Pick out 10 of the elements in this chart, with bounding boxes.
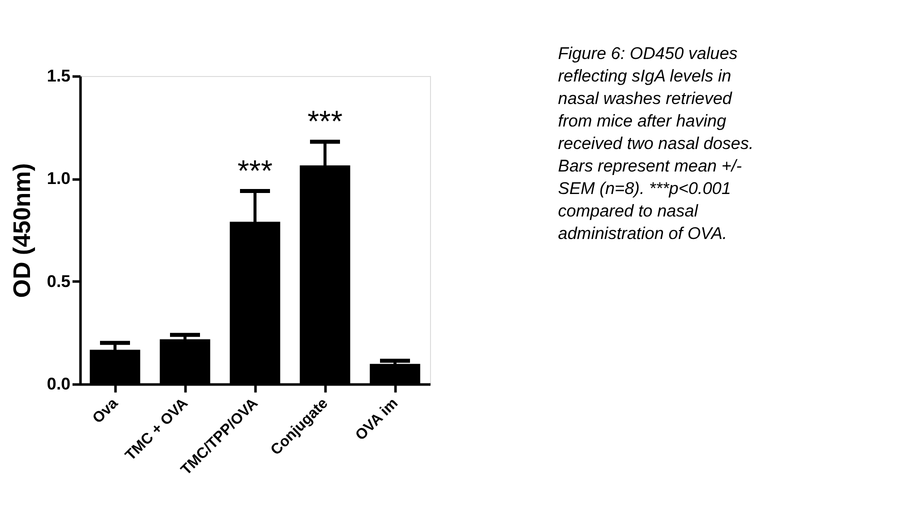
y-tick-label: 0.0 (46, 374, 70, 394)
y-axis-title: OD (450nm) (8, 163, 36, 298)
y-tick-label: 1.0 (46, 169, 70, 188)
y-tick-label: 1.5 (46, 66, 70, 86)
annotation: *** (307, 106, 343, 139)
annotation: *** (237, 154, 273, 188)
text: Figure 6: OD450 values reflecting sIgA levels in nasal washes retrieved from mice after having received two nasal doses. Bars represent mean +/- SEM (n=8). ***p<0.001 compared to nasal administration of OVA. (558, 44, 754, 243)
y-tick-label: 0.5 (46, 272, 70, 291)
x-tick-label: Ova (89, 394, 122, 427)
x-tick-label: OVA im (352, 394, 402, 444)
